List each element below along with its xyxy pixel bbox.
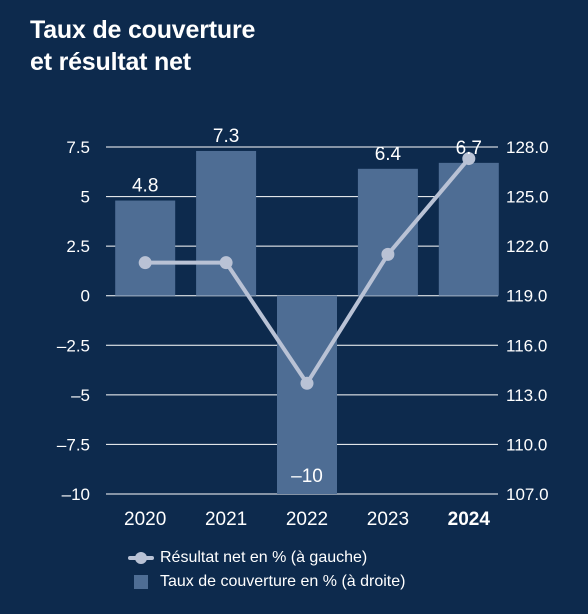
bar-swatch-icon	[134, 575, 148, 589]
legend-line-label: Résultat net en % (à gauche)	[160, 549, 368, 566]
legend-item-bar: Taux de couverture en % (à droite)	[128, 570, 405, 594]
right-tick-label: 116.0	[506, 336, 547, 355]
data-label-2022: –10	[291, 466, 323, 487]
chart-title-line-1: Taux de couverture	[30, 16, 256, 44]
bar-2021	[196, 150, 257, 296]
right-tick-label: 119.0	[506, 287, 547, 306]
category-label-2024: 2024	[448, 509, 491, 530]
category-label-2023: 2023	[367, 509, 409, 530]
category-label-2021: 2021	[205, 509, 247, 530]
bar-2022	[277, 295, 337, 494]
left-tick-label: 5	[81, 188, 90, 207]
legend-item-line: Résultat net en % (à gauche)	[128, 546, 405, 570]
left-tick-label: 0	[81, 287, 90, 306]
chart-legend: Résultat net en % (à gauche) Taux de cou…	[128, 546, 405, 594]
data-label-2024: 6.7	[456, 138, 482, 159]
left-tick-label: –10	[62, 485, 90, 504]
line-point-2024	[462, 152, 476, 166]
left-tick-label: 7.5	[66, 138, 90, 157]
chart-title: Taux de couverture et résultat net	[30, 14, 255, 78]
line-point-2020	[138, 256, 152, 270]
data-label-2021: 7.3	[213, 126, 239, 147]
line-point-2021	[219, 256, 233, 270]
right-tick-label: 128.0	[506, 138, 549, 157]
line-point-2023	[381, 247, 395, 261]
data-label-2020: 4.8	[132, 176, 158, 197]
category-label-2020: 2020	[124, 509, 166, 530]
legend-bar-label: Taux de couverture en % (à droite)	[160, 573, 406, 590]
left-tick-label: 2.5	[66, 237, 90, 256]
chart-title-line-2: et résultat net	[30, 48, 191, 76]
data-label-2023: 6.4	[375, 144, 402, 165]
right-tick-label: 113.0	[506, 386, 547, 405]
left-tick-label: –7.5	[57, 435, 90, 454]
bar-2020	[115, 200, 176, 296]
right-tick-label: 110.0	[506, 435, 547, 454]
category-label-2022: 2022	[286, 509, 328, 530]
line-marker-icon	[128, 551, 154, 565]
right-tick-label: 107.0	[506, 485, 549, 504]
right-tick-label: 125.0	[506, 188, 549, 207]
right-tick-label: 122.0	[506, 237, 549, 256]
left-tick-label: –2.5	[57, 336, 90, 355]
left-tick-label: –5	[71, 386, 90, 405]
line-point-2022	[300, 376, 314, 390]
